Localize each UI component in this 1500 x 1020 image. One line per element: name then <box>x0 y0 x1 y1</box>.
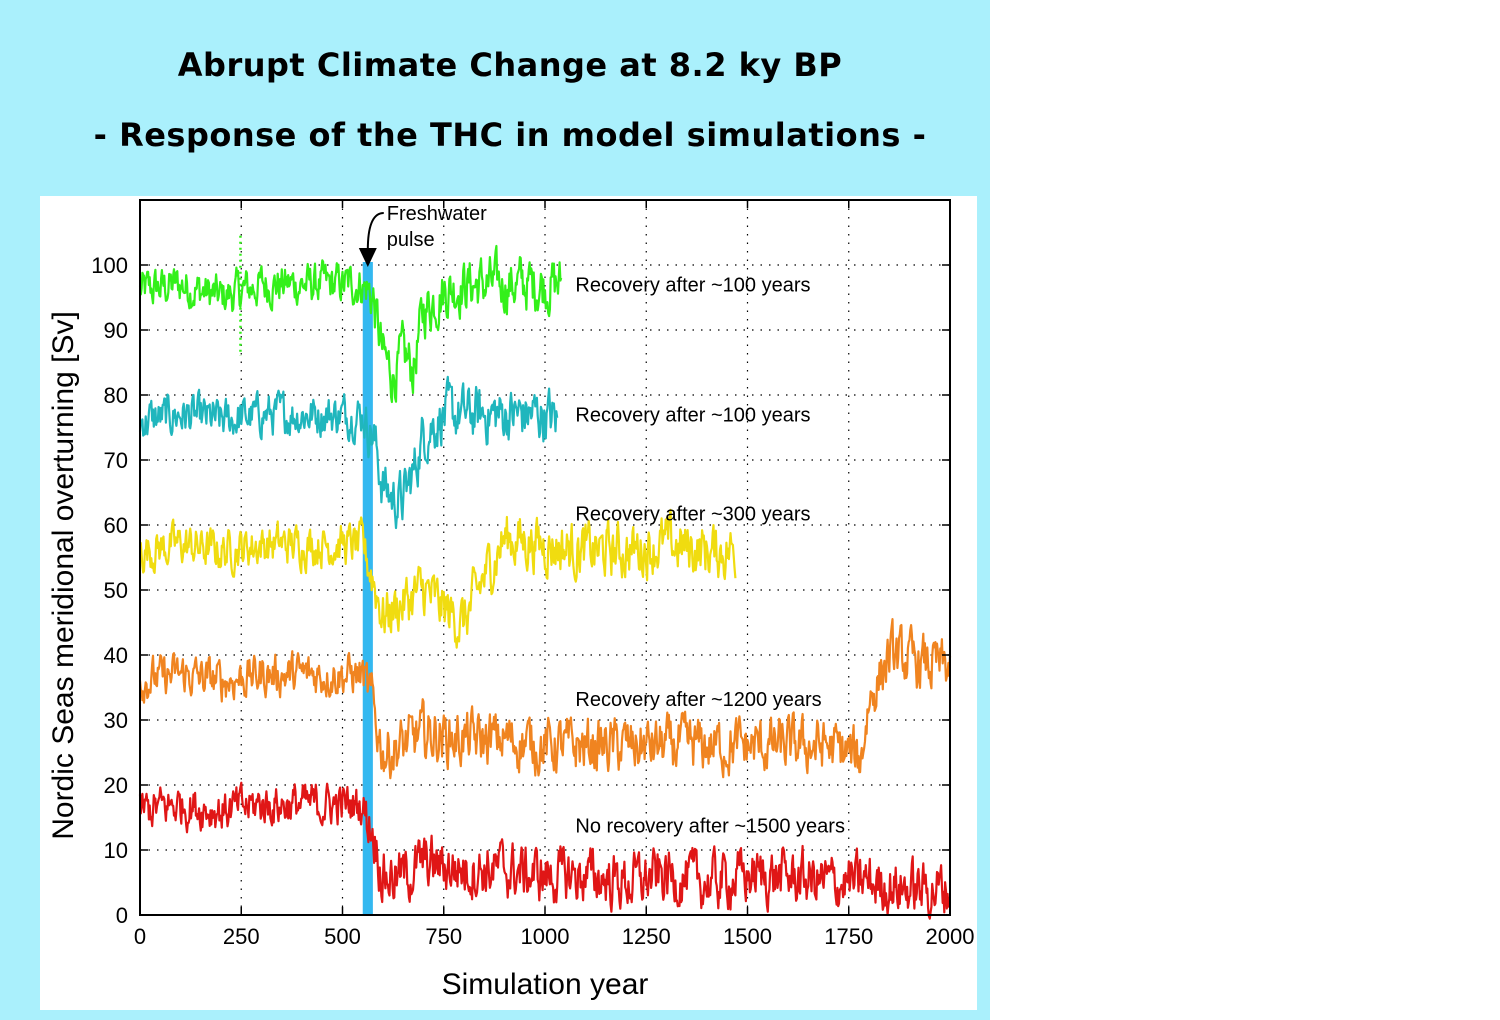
pulse-arrow-shaft <box>366 212 384 251</box>
pulse-arrow-head <box>358 248 377 267</box>
y-tick-label: 80 <box>104 383 128 408</box>
x-tick-label: 500 <box>324 924 361 949</box>
x-axis-label: Simulation year <box>442 968 649 1001</box>
x-tick-label: 1500 <box>723 924 772 949</box>
series-line <box>138 618 952 780</box>
y-tick-label: 90 <box>104 318 128 343</box>
series-line <box>138 781 952 920</box>
slide-background: Abrupt Climate Change at 8.2 ky BP - Res… <box>0 0 990 1020</box>
freshwater-pulse-bar <box>362 262 373 915</box>
series-lines <box>138 235 952 920</box>
annotations: Recovery after ~100 years Recovery after … <box>358 203 845 837</box>
y-tick-label: 0 <box>116 903 128 928</box>
series-line <box>138 375 559 530</box>
y-tick-label: 100 <box>91 253 128 278</box>
x-tick-label: 750 <box>425 924 462 949</box>
y-tick-label: 40 <box>104 643 128 668</box>
y-axis-label: Nordic Seas meridional overturning [Sv] <box>47 311 80 840</box>
y-tick-label: 50 <box>104 578 128 603</box>
series-annotation: Recovery after ~300 years <box>575 503 810 525</box>
slide-subtitle: - Response of the THC in model simulatio… <box>93 116 927 154</box>
y-tick-label: 60 <box>104 513 128 538</box>
y-tick-label: 10 <box>104 838 128 863</box>
x-tick-label: 1000 <box>521 924 570 949</box>
freshwater-pulse-label: pulse <box>387 229 435 251</box>
x-tick-label: 2000 <box>926 924 975 949</box>
freshwater-pulse-label: Freshwater <box>387 203 487 225</box>
tick-marks <box>139 200 951 916</box>
series-annotation: Recovery after ~1200 years <box>575 689 821 711</box>
freshwater-pulse-band <box>362 262 373 915</box>
chart-panel: 0 10 20 30 40 50 60 70 80 90 100 0 250 500 750 1000 1250… <box>40 196 977 1010</box>
x-tick-label: 0 <box>134 924 146 949</box>
slide-title: Abrupt Climate Change at 8.2 ky BP <box>177 46 843 84</box>
series-line <box>138 244 563 404</box>
y-tick-label: 20 <box>104 773 128 798</box>
x-tick-label: 1250 <box>622 924 671 949</box>
series-annotation: Recovery after ~100 years <box>575 275 810 297</box>
y-tick-label: 70 <box>104 448 128 473</box>
series-annotation: No recovery after ~1500 years <box>575 815 845 837</box>
x-tick-label: 1750 <box>824 924 873 949</box>
series-annotation: Recovery after ~100 years <box>575 405 810 427</box>
y-tick-label: 30 <box>104 708 128 733</box>
x-tick-label: 250 <box>223 924 260 949</box>
series-line <box>138 508 737 649</box>
